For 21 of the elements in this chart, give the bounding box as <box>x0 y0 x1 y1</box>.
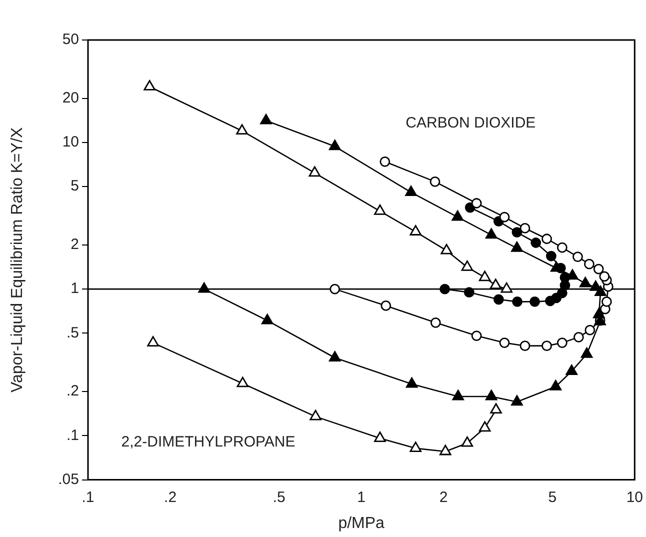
x-tick-label: 2 <box>439 488 448 506</box>
y-tick-label: 1 <box>70 280 79 298</box>
x-tick-label: 5 <box>548 488 557 506</box>
y-tick-label: .2 <box>66 382 79 400</box>
x-tick-label: .2 <box>164 488 177 506</box>
x-tick-label: .1 <box>82 488 94 506</box>
annotation: CARBON DIOXIDE <box>406 114 536 132</box>
x-tick-label: 10 <box>626 488 643 506</box>
x-tick-label: .5 <box>272 488 286 506</box>
y-tick-label: 5 <box>70 178 79 195</box>
y-tick-label: .5 <box>66 324 79 342</box>
x-tick-label: 1 <box>357 488 366 506</box>
y-tick-label: .05 <box>58 470 79 488</box>
y-tick-label: 2 <box>70 236 79 254</box>
y-tick-label: 50 <box>62 31 79 48</box>
y-tick-label: 10 <box>62 134 79 151</box>
y-tick-label: .1 <box>66 426 79 444</box>
annotation: 2,2-DIMETHYLPROPANE <box>121 434 296 451</box>
y-tick-label: 20 <box>62 89 79 106</box>
x-axis-title: p/MPa <box>338 514 385 532</box>
y-axis-title: Vapor-Liquid Equilibrium Ratio K=Y/X <box>9 126 26 392</box>
